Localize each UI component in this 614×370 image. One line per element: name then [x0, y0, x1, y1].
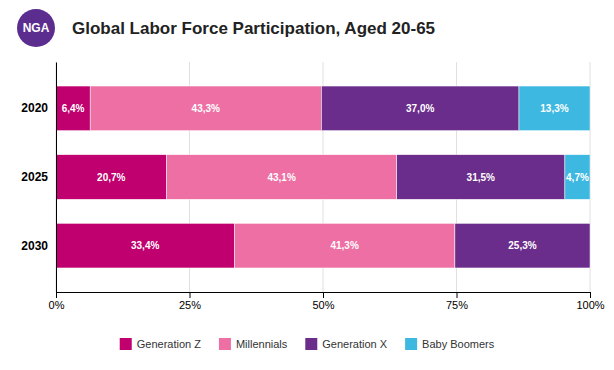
bar [321, 86, 519, 131]
tick-mark [590, 292, 591, 298]
tick: 2025 [21, 170, 48, 184]
tick-label: 50% [312, 299, 334, 311]
tick-label: 75% [446, 299, 468, 311]
data-label: 4,7% [566, 172, 589, 183]
tick: 2030 [21, 238, 48, 252]
tick-label: 2025 [21, 170, 48, 184]
y-axis: 2020 2025 2030 [21, 63, 56, 293]
x-axis: 0% 25% 50% 75% 100% [49, 292, 605, 311]
grid [56, 62, 590, 292]
tick-mark [56, 292, 57, 298]
data-label: 43,3% [192, 103, 220, 114]
tick: 50% [312, 292, 334, 311]
annotation: NGA [23, 21, 50, 35]
tick-label: 0% [49, 299, 65, 311]
grid-line [56, 62, 57, 292]
tick-mark [457, 292, 458, 298]
axis-line [57, 293, 591, 299]
tick-label: 100% [576, 299, 604, 311]
legend-swatch [305, 338, 317, 350]
legend-label: Generation X [322, 338, 387, 350]
bar [56, 155, 167, 200]
bar [90, 86, 321, 131]
tick-label: 2020 [21, 101, 48, 115]
series [321, 86, 590, 268]
bar [234, 223, 455, 268]
tick: 0% [49, 292, 65, 311]
bar [565, 155, 590, 200]
tick: 25% [179, 292, 201, 311]
tick: 75% [446, 292, 468, 311]
data-label: 13,3% [540, 103, 568, 114]
axis-line [56, 63, 57, 293]
data-label: 20,7% [97, 172, 125, 183]
legend-item: Generation Z [120, 338, 201, 350]
bar [167, 155, 397, 200]
bar [519, 86, 590, 131]
data-label: 31,5% [467, 172, 495, 183]
title: Global Labor Force Participation, Aged 2… [72, 19, 435, 38]
bars [56, 86, 590, 268]
tick: 100% [576, 292, 604, 311]
data-label: 43,1% [267, 172, 295, 183]
bar [397, 155, 565, 200]
data-label: 41,3% [330, 240, 358, 251]
data-label: 37,0% [406, 103, 434, 114]
tick-label: 2030 [21, 238, 48, 252]
logo-badge [17, 9, 55, 47]
legend-label: Millennials [236, 338, 288, 350]
data-labels: 6,4% 20,7% 33,4% 43,3% 43,1% 41,3% 37,0% 31,5% 2… [62, 103, 589, 251]
tick: 2020 [21, 101, 48, 115]
legend-label: Baby Boomers [422, 338, 495, 350]
plot: 6,4% 20,7% 33,4% 43,3% 43,1% 41,3% 37,0% 31,5% 2… [21, 62, 604, 311]
bar [56, 86, 90, 131]
bar [56, 223, 234, 268]
legend-swatch [120, 338, 132, 350]
bar [590, 223, 591, 268]
legend-swatch [405, 338, 417, 350]
data-label: 25,3% [508, 240, 536, 251]
legend-item: Millennials [219, 338, 288, 350]
legend-item: Generation X [305, 338, 387, 350]
legend-label: Generation Z [137, 338, 201, 350]
legend-swatch [219, 338, 231, 350]
series [519, 86, 590, 199]
tick-mark [323, 292, 324, 298]
data-label: 33,4% [131, 240, 159, 251]
data-label: 6,4% [62, 103, 85, 114]
logo: NGA [17, 9, 55, 47]
bar [455, 223, 590, 268]
legend: Generation Z Millennials Generation X Baby … [120, 338, 495, 350]
tick-mark [190, 292, 191, 298]
tick-label: 25% [179, 299, 201, 311]
chart: NGA Global Labor Force Participation, Age… [0, 0, 614, 370]
legend-item: Baby Boomers [405, 338, 495, 350]
